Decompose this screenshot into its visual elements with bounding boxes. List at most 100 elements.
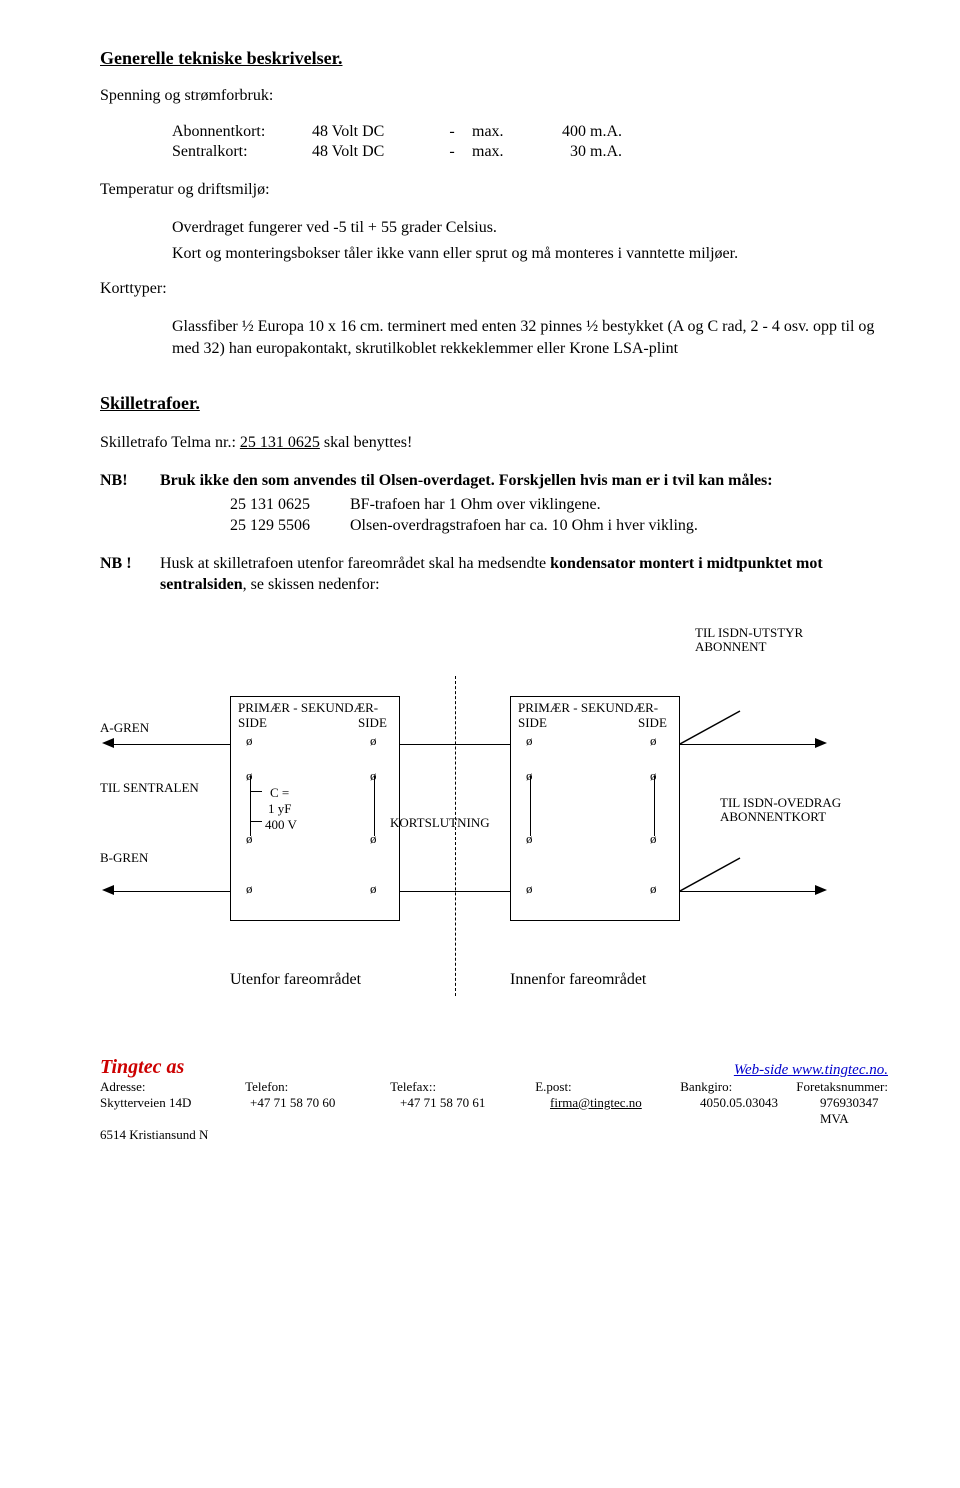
nb1-body-text: Bruk ikke den som anvendes til Olsen-ove… — [160, 472, 773, 489]
footer-mail[interactable]: firma@tingtec.no — [550, 1095, 700, 1127]
voltage-table: Abonnentkort: 48 Volt DC - max. 400 m.A.… — [172, 123, 888, 161]
diag-term: ø — [246, 733, 253, 749]
footer-brand: Tingtec as — [100, 1056, 184, 1079]
diag-c-volt: 400 V — [265, 818, 297, 833]
footer-addr2-row: 6514 Kristiansund N — [100, 1127, 888, 1143]
diag-b-line-left — [114, 891, 230, 892]
footer-bank: 4050.05.03043 — [700, 1095, 820, 1127]
diag-term: ø — [650, 768, 657, 784]
diag-right-prim-label: PRIMÆR - SEKUNDÆR- — [518, 701, 658, 716]
footer-header-row: Adresse: Telefon: Telefax:: E.post: Bank… — [100, 1079, 888, 1095]
temp-line2: Kort og monteringsbokser tåler ikke vann… — [172, 243, 888, 265]
voltage-row-label: Sentralkort: — [172, 143, 312, 161]
skilletrafo-line: Skilletrafo Telma nr.: 25 131 0625 skal … — [100, 432, 888, 454]
diag-left-side-l: SIDE — [238, 716, 267, 731]
nb2-body: Husk at skilletrafoen utenfor fareområde… — [160, 553, 888, 596]
diag-a-line-left — [114, 744, 230, 745]
footer-fax: +47 71 58 70 61 — [400, 1095, 550, 1127]
diag-b-gren-label: B-GREN — [100, 851, 148, 866]
diag-innenfor-label: Innenfor fareområdet — [510, 971, 646, 989]
diag-right-side-r: SIDE — [638, 716, 667, 731]
diag-til-sentralen: TIL SENTRALEN — [100, 781, 199, 796]
voltage-row-val: 400 m.A. — [532, 123, 622, 141]
nb1-body: Bruk ikke den som anvendes til Olsen-ove… — [160, 470, 888, 537]
diag-kortslutning: KORTSLUTNING — [390, 816, 490, 831]
footer-hdr-tel: Telefon: — [245, 1079, 390, 1095]
section-voltage-title: Spenning og strømforbruk: — [100, 87, 888, 105]
diag-right-vline-1 — [530, 776, 531, 836]
nb2-tag: NB ! — [100, 553, 160, 596]
diag-cap-top-plate — [250, 791, 262, 792]
footer-web[interactable]: Web-side www.tingtec.no. — [734, 1062, 888, 1079]
temp-line1: Overdraget fungerer ved -5 til + 55 grad… — [172, 217, 888, 239]
page-footer: Tingtec as Web-side www.tingtec.no. Adre… — [100, 1056, 888, 1143]
skilletrafo-number: 25 131 0625 — [240, 434, 320, 451]
document-page: Generelle tekniske beskrivelser. Spennin… — [0, 0, 960, 1167]
skilletrafo-pre: Skilletrafo Telma nr.: — [100, 434, 240, 451]
diag-divider-dashed — [455, 676, 456, 996]
diag-c-eq: C = — [270, 786, 289, 801]
footer-org: 976930347 MVA — [820, 1095, 888, 1127]
nb1-tag: NB! — [100, 470, 160, 537]
voltage-row: Sentralkort: 48 Volt DC - max. 30 m.A. — [172, 143, 888, 161]
diag-left-prim-label: PRIMÆR - SEKUNDÆR- — [238, 701, 378, 716]
nb1-sub-text: BF-trafoen har 1 Ohm over viklingene. — [350, 494, 601, 516]
voltage-row-dash: - — [432, 123, 472, 141]
main-heading: Generelle tekniske beskrivelser. — [100, 48, 888, 69]
footer-hdr-addr: Adresse: — [100, 1079, 245, 1095]
nb1-row: NB! Bruk ikke den som anvendes til Olsen… — [100, 470, 888, 537]
voltage-row-vdc: 48 Volt DC — [312, 123, 432, 141]
section-skilletrafoer-heading: Skilletrafoer. — [100, 393, 888, 414]
diag-term: ø — [246, 768, 253, 784]
voltage-row: Abonnentkort: 48 Volt DC - max. 400 m.A. — [172, 123, 888, 141]
diag-left-side-r: SIDE — [358, 716, 387, 731]
voltage-row-max: max. — [472, 123, 532, 141]
skilletrafo-post: skal benyttes! — [320, 434, 412, 451]
diag-a-gren-label: A-GREN — [100, 721, 149, 736]
diag-term: ø — [246, 881, 253, 897]
diag-left-vline-2 — [374, 776, 375, 836]
diag-utenfor-label: Utenfor fareområdet — [230, 971, 361, 989]
footer-value-row: Skytterveien 14D +47 71 58 70 60 +47 71 … — [100, 1095, 888, 1127]
diag-term: ø — [650, 831, 657, 847]
diag-isdn-utstyr-2: ABONNENT — [695, 640, 767, 655]
diag-term: ø — [526, 831, 533, 847]
footer-tel: +47 71 58 70 60 — [250, 1095, 400, 1127]
nb2-post: , se skissen nedenfor: — [243, 576, 380, 593]
skilletrafo-diagram: TIL ISDN-UTSTYR ABONNENT PRIMÆR - SEKUND… — [100, 626, 870, 1026]
diag-term: ø — [246, 831, 253, 847]
footer-hdr-fax: Telefax:: — [390, 1079, 535, 1095]
nb1-sub-row: 25 129 5506 Olsen-overdragstrafoen har c… — [230, 515, 888, 537]
voltage-row-vdc: 48 Volt DC — [312, 143, 432, 161]
diag-left-vline-1 — [250, 776, 251, 836]
diag-cap-bot-plate — [250, 821, 262, 822]
diag-a-line-mid — [400, 744, 510, 745]
nb1-sub-code: 25 131 0625 — [230, 494, 350, 516]
diag-term: ø — [526, 881, 533, 897]
diag-term: ø — [370, 768, 377, 784]
diag-term: ø — [650, 733, 657, 749]
diag-b-arrow-left — [102, 885, 114, 895]
voltage-row-val: 30 m.A. — [532, 143, 622, 161]
nb2-row: NB ! Husk at skilletrafoen utenfor fareo… — [100, 553, 888, 596]
nb1-sub-code: 25 129 5506 — [230, 515, 350, 537]
voltage-row-label: Abonnentkort: — [172, 123, 312, 141]
nb2-pre: Husk at skilletrafoen utenfor fareområde… — [160, 555, 550, 572]
diag-a-arrow-left — [102, 738, 114, 748]
diag-b-line-mid — [400, 891, 510, 892]
footer-addr2: 6514 Kristiansund N — [100, 1127, 250, 1143]
voltage-row-max: max. — [472, 143, 532, 161]
nb1-sublist: 25 131 0625 BF-trafoen har 1 Ohm over vi… — [230, 494, 888, 537]
nb1-sub-row: 25 131 0625 BF-trafoen har 1 Ohm over vi… — [230, 494, 888, 516]
diag-term: ø — [650, 881, 657, 897]
diag-term: ø — [370, 881, 377, 897]
diag-term: ø — [526, 768, 533, 784]
voltage-row-dash: - — [432, 143, 472, 161]
korttyper-paragraph: Glassfiber ½ Europa 10 x 16 cm. terminer… — [172, 316, 888, 359]
diag-term: ø — [370, 733, 377, 749]
footer-hdr-org: Foretaksnummer: — [796, 1079, 888, 1095]
diag-c-val: 1 yF — [268, 802, 291, 817]
footer-top-row: Tingtec as Web-side www.tingtec.no. — [100, 1056, 888, 1079]
diag-term: ø — [526, 733, 533, 749]
nb1-sub-text: Olsen-overdragstrafoen har ca. 10 Ohm i … — [350, 515, 698, 537]
